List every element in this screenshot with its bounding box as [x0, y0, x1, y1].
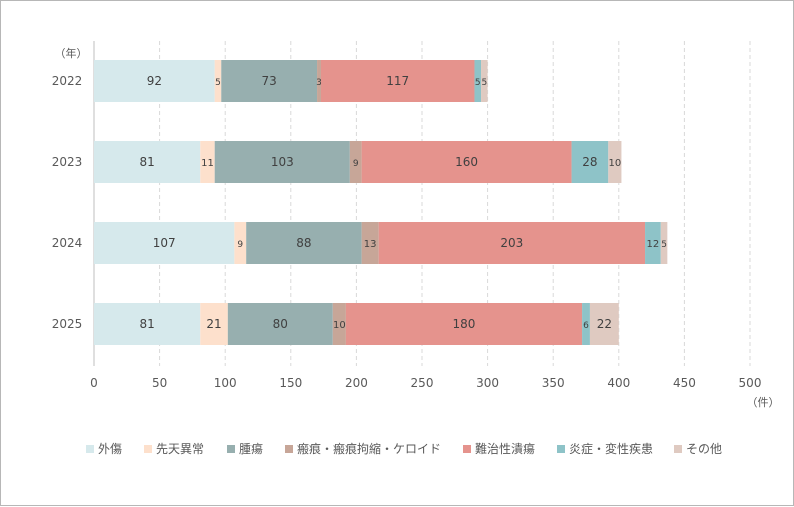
x-tick-label: 50 [152, 376, 167, 390]
legend-label: 難治性潰瘍 [475, 441, 535, 456]
x-tick-label: 0 [90, 376, 98, 390]
bar-segment [214, 141, 350, 183]
legend-label: 先天異常 [156, 442, 204, 456]
bar-segment [234, 222, 247, 264]
data-label: 80 [273, 317, 288, 331]
x-tick-label: 150 [279, 376, 302, 390]
x-tick-label: 100 [214, 376, 237, 390]
bar-segment [608, 141, 622, 183]
bar-segment [361, 222, 379, 264]
category-label: 2022 [52, 74, 83, 88]
legend-label: 腫瘍 [239, 441, 263, 456]
bar-segment [332, 303, 346, 345]
data-label: 11 [201, 158, 214, 169]
legend-label: 瘢痕・瘢痕拘縮・ケロイド [297, 441, 441, 456]
bar-segment [474, 60, 482, 102]
data-label: 22 [597, 317, 612, 331]
data-label: 5 [481, 78, 487, 88]
legend-label: その他 [686, 442, 722, 456]
data-label: 10 [608, 158, 621, 169]
y-unit-label: （年） [55, 46, 88, 60]
bar-segment [582, 303, 590, 345]
bar-segment [246, 222, 362, 264]
bar-segment [221, 60, 318, 102]
legend-swatch [86, 445, 94, 453]
data-label: 73 [262, 74, 277, 88]
x-tick-label: 350 [542, 376, 565, 390]
data-label: 10 [333, 320, 346, 331]
bar-segment [645, 222, 661, 264]
data-label: 203 [500, 236, 523, 250]
data-label: 103 [271, 155, 294, 169]
data-label: 5 [475, 78, 481, 88]
data-label: 107 [153, 236, 176, 250]
legend-swatch [144, 445, 152, 453]
legend-swatch [463, 445, 471, 453]
bar-segment [349, 141, 362, 183]
data-label: 180 [453, 317, 476, 331]
bar-segment [227, 303, 333, 345]
legend-swatch [285, 445, 293, 453]
data-label: 5 [661, 240, 667, 250]
data-label: 13 [364, 239, 377, 250]
data-label: 12 [647, 239, 660, 250]
data-label: 160 [455, 155, 478, 169]
bar-segment [571, 141, 609, 183]
legend-label: 炎症・変性疾患 [569, 441, 653, 456]
data-label: 9 [237, 240, 243, 250]
bar-segment [320, 60, 475, 102]
x-tick-label: 200 [345, 376, 368, 390]
legend-swatch [674, 445, 682, 453]
data-label: 81 [139, 317, 154, 331]
x-tick-label: 500 [739, 376, 762, 390]
data-label: 21 [206, 317, 221, 331]
bar-segment [317, 60, 321, 102]
x-tick-label: 300 [476, 376, 499, 390]
bar-segment [94, 60, 215, 102]
bar-segment [94, 303, 201, 345]
bar-segment [200, 303, 228, 345]
category-label: 2023 [52, 155, 83, 169]
data-label: 9 [353, 159, 359, 169]
data-label: 28 [582, 155, 597, 169]
category-label: 2024 [52, 236, 83, 250]
category-label: 2025 [52, 317, 83, 331]
data-label: 3 [316, 78, 322, 88]
bar-segment [361, 141, 572, 183]
bar-segment [589, 303, 619, 345]
bar-segment [378, 222, 646, 264]
x-tick-label: 250 [411, 376, 434, 390]
data-label: 5 [215, 78, 221, 88]
legend-label: 外傷 [98, 441, 122, 456]
data-label: 6 [583, 321, 589, 331]
bar-segment [345, 303, 583, 345]
bar-segment [660, 222, 668, 264]
legend-swatch [557, 445, 565, 453]
data-label: 92 [147, 74, 162, 88]
x-tick-label: 450 [673, 376, 696, 390]
bar-segment [200, 141, 215, 183]
data-label: 117 [386, 74, 409, 88]
data-label: 88 [296, 236, 311, 250]
legend-swatch [227, 445, 235, 453]
x-unit-label: （件） [747, 396, 780, 409]
bar-segment [94, 141, 201, 183]
bar-segment [214, 60, 222, 102]
bar-segment [481, 60, 488, 102]
data-label: 81 [139, 155, 154, 169]
x-tick-label: 400 [607, 376, 630, 390]
bar-segment [94, 222, 235, 264]
